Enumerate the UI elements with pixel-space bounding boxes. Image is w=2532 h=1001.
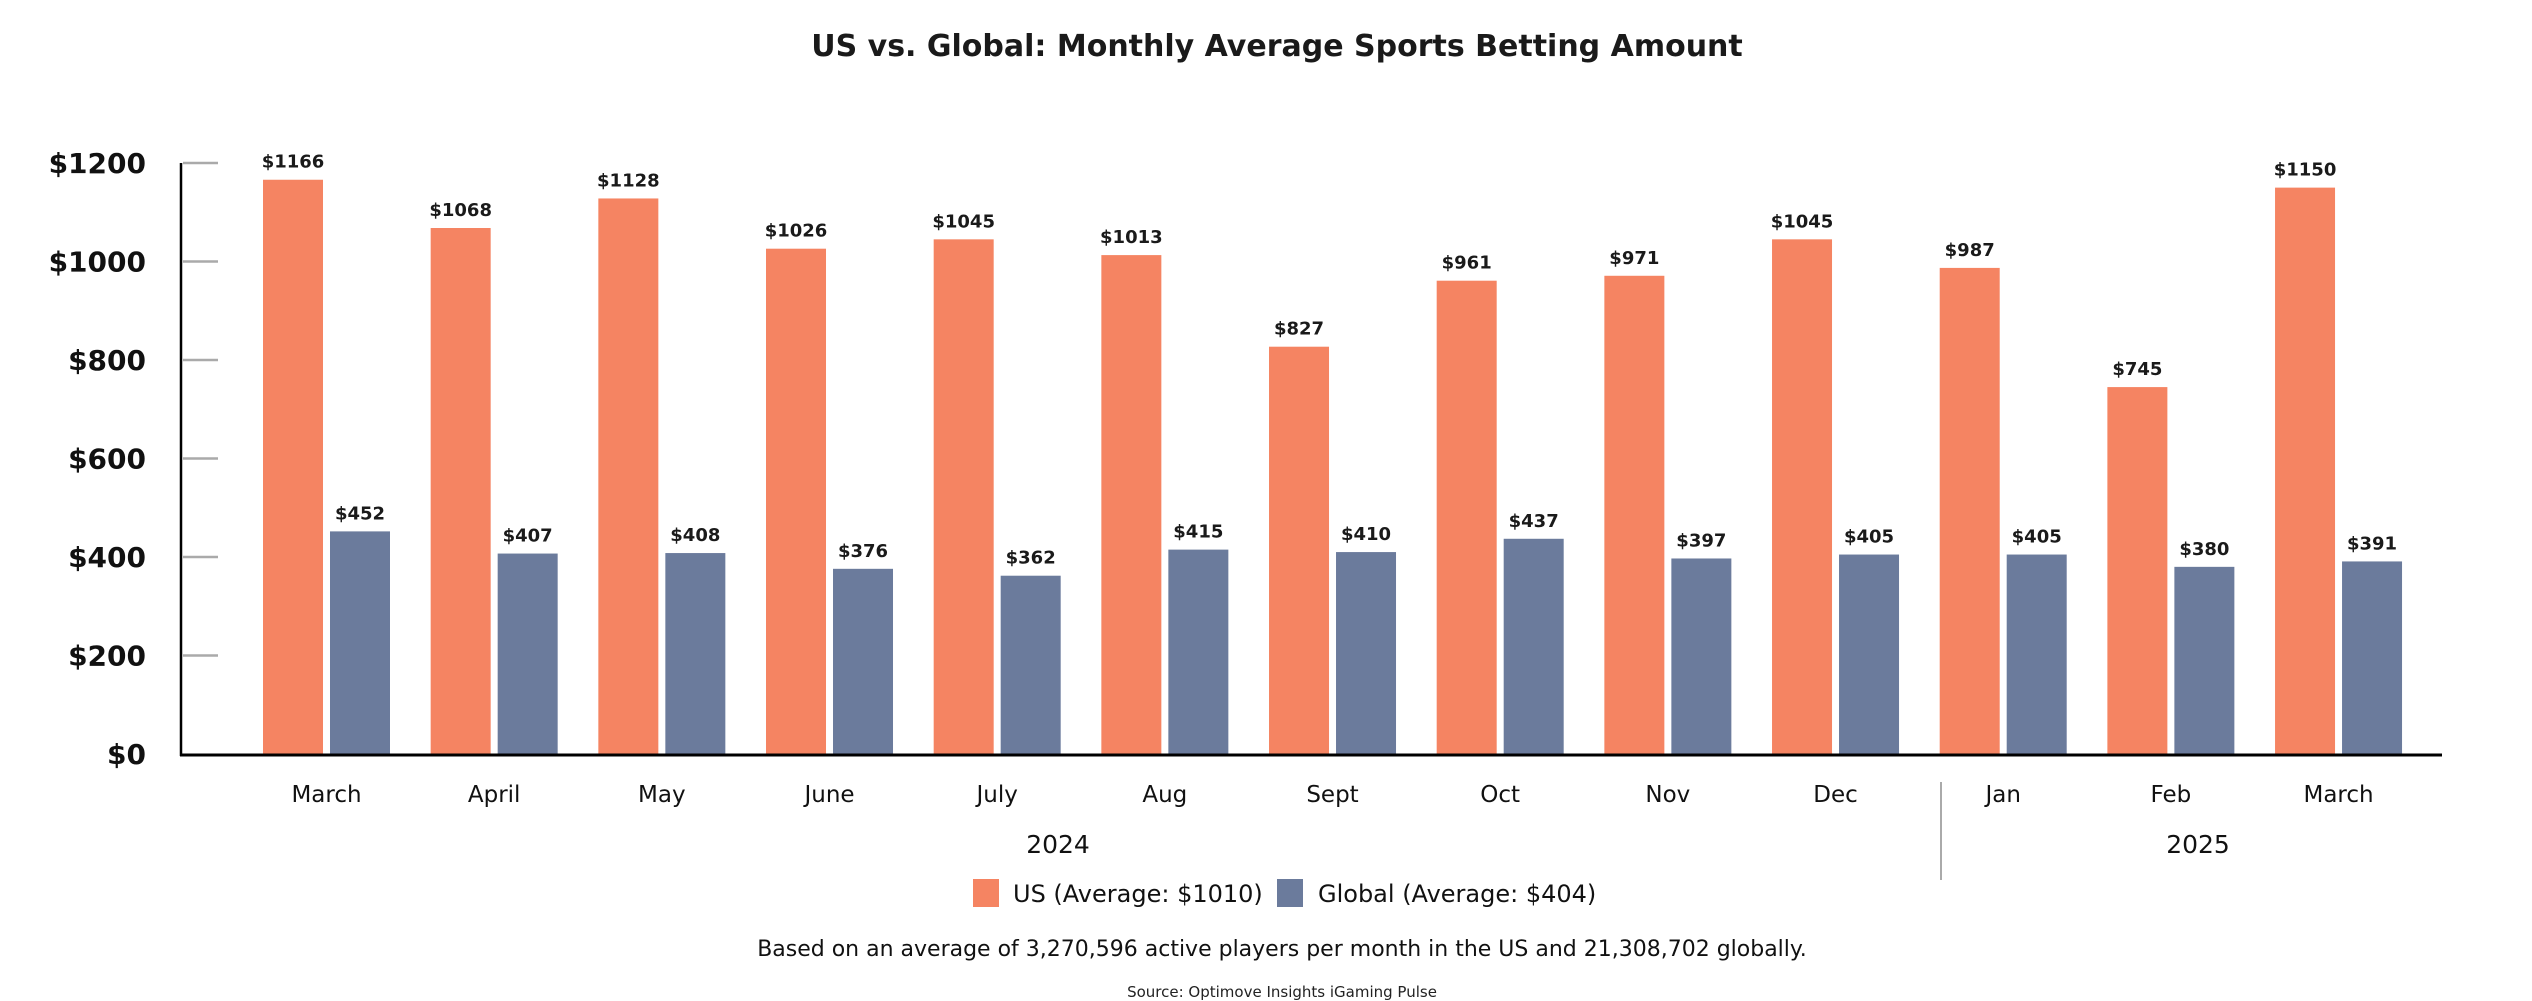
data-label-us: $1068 bbox=[429, 200, 492, 221]
bar-global bbox=[2174, 566, 2235, 754]
y-tick-label: $400 bbox=[68, 541, 146, 574]
data-label-global: $397 bbox=[1676, 530, 1726, 551]
bar-us bbox=[933, 239, 994, 754]
x-ticks: March April May June July Aug Sept Oct Nov Dec Jan… bbox=[291, 782, 2373, 808]
legend-swatch-us bbox=[973, 879, 999, 907]
data-label-us: $971 bbox=[1609, 248, 1659, 269]
bar-global bbox=[2342, 561, 2403, 754]
bar-global bbox=[665, 553, 726, 754]
data-label-us: $1013 bbox=[1100, 227, 1163, 248]
data-label-us: $1128 bbox=[597, 170, 660, 191]
source-note: Source: Optimove Insights iGaming Pulse bbox=[1127, 983, 1437, 1001]
data-label-global: $408 bbox=[670, 525, 720, 546]
y-tick-label: $0 bbox=[107, 738, 146, 771]
y-tick-label: $200 bbox=[68, 640, 146, 673]
data-label-global: $407 bbox=[503, 526, 553, 547]
year-label-2025: 2025 bbox=[2166, 830, 2230, 859]
data-label-global: $362 bbox=[1006, 548, 1056, 569]
footnote: Based on an average of 3,270,596 active … bbox=[757, 937, 1807, 962]
x-tick-label: Oct bbox=[1480, 782, 1520, 808]
x-tick-label: Nov bbox=[1645, 782, 1690, 808]
chart-title: US vs. Global: Monthly Average Sports Be… bbox=[811, 29, 1743, 64]
data-label-us: $1045 bbox=[932, 211, 995, 232]
x-tick-label: March bbox=[2303, 782, 2373, 808]
x-tick-label: July bbox=[974, 782, 1017, 808]
bar-global bbox=[2006, 554, 2067, 754]
y-tick-label: $800 bbox=[68, 344, 146, 377]
year-label-2024: 2024 bbox=[1026, 830, 1090, 859]
bar-us bbox=[2275, 187, 2336, 754]
data-label-global: $452 bbox=[335, 503, 385, 524]
data-label-us: $1026 bbox=[765, 221, 828, 242]
y-tick-label: $600 bbox=[68, 443, 146, 476]
bar-global bbox=[1671, 558, 1732, 754]
bar-us bbox=[766, 248, 827, 754]
data-label-global: $405 bbox=[2012, 527, 2062, 548]
x-tick-label: April bbox=[468, 782, 521, 808]
data-label-global: $391 bbox=[2347, 533, 2397, 554]
data-label-global: $380 bbox=[2179, 539, 2229, 560]
bar-us bbox=[1269, 346, 1330, 754]
data-label-global: $415 bbox=[1173, 522, 1223, 543]
bar-us bbox=[1939, 267, 2000, 754]
data-label-global: $437 bbox=[1509, 511, 1559, 532]
x-tick-label: Feb bbox=[2151, 782, 2192, 808]
bar-global bbox=[497, 553, 558, 754]
legend-label-us: US (Average: $1010) bbox=[1013, 880, 1263, 908]
y-tick-label: $1200 bbox=[49, 147, 146, 180]
data-labels: $1166 $452 $1068 $407 $1128 $408 $1026 $376 $104… bbox=[262, 152, 2397, 569]
bar-us bbox=[1772, 239, 1833, 754]
bar-global bbox=[1000, 575, 1061, 754]
x-tick-label: Sept bbox=[1306, 782, 1358, 808]
data-label-us: $745 bbox=[2112, 359, 2162, 380]
data-label-us: $1045 bbox=[1771, 211, 1834, 232]
data-label-us: $961 bbox=[1442, 253, 1492, 274]
data-label-global: $405 bbox=[1844, 527, 1894, 548]
bar-us bbox=[598, 198, 659, 754]
bar-global bbox=[1168, 549, 1229, 754]
data-label-us: $987 bbox=[1945, 240, 1995, 261]
y-ticks: $0 $200 $400 $600 $800 $1000 $1200 bbox=[49, 147, 218, 771]
data-label-us: $1166 bbox=[262, 152, 325, 173]
bar-global bbox=[1503, 538, 1564, 754]
x-tick-label: June bbox=[802, 782, 854, 808]
bar-us bbox=[263, 179, 323, 754]
bar-us bbox=[2107, 387, 2168, 754]
bar-us bbox=[1604, 275, 1665, 754]
bar-global bbox=[330, 531, 390, 754]
bar-us bbox=[1101, 255, 1162, 754]
data-label-us: $1150 bbox=[2274, 160, 2337, 181]
bar-us bbox=[430, 228, 491, 754]
legend-label-global: Global (Average: $404) bbox=[1318, 880, 1596, 908]
legend-swatch-global bbox=[1277, 879, 1303, 907]
bar-global bbox=[1336, 552, 1397, 754]
x-tick-label: May bbox=[638, 782, 686, 808]
legend: US (Average: $1010) Global (Average: $40… bbox=[973, 879, 1596, 908]
data-label-global: $376 bbox=[838, 541, 888, 562]
bars bbox=[263, 179, 2403, 754]
bar-us bbox=[1436, 280, 1497, 754]
x-tick-label: March bbox=[291, 782, 361, 808]
x-tick-label: Jan bbox=[1983, 782, 2020, 808]
data-label-global: $410 bbox=[1341, 524, 1391, 545]
x-tick-label: Aug bbox=[1142, 782, 1187, 808]
data-label-us: $827 bbox=[1274, 319, 1324, 340]
bar-global bbox=[1839, 554, 1900, 754]
y-tick-label: $1000 bbox=[49, 246, 146, 279]
bar-global bbox=[833, 568, 894, 754]
x-tick-label: Dec bbox=[1813, 782, 1858, 808]
